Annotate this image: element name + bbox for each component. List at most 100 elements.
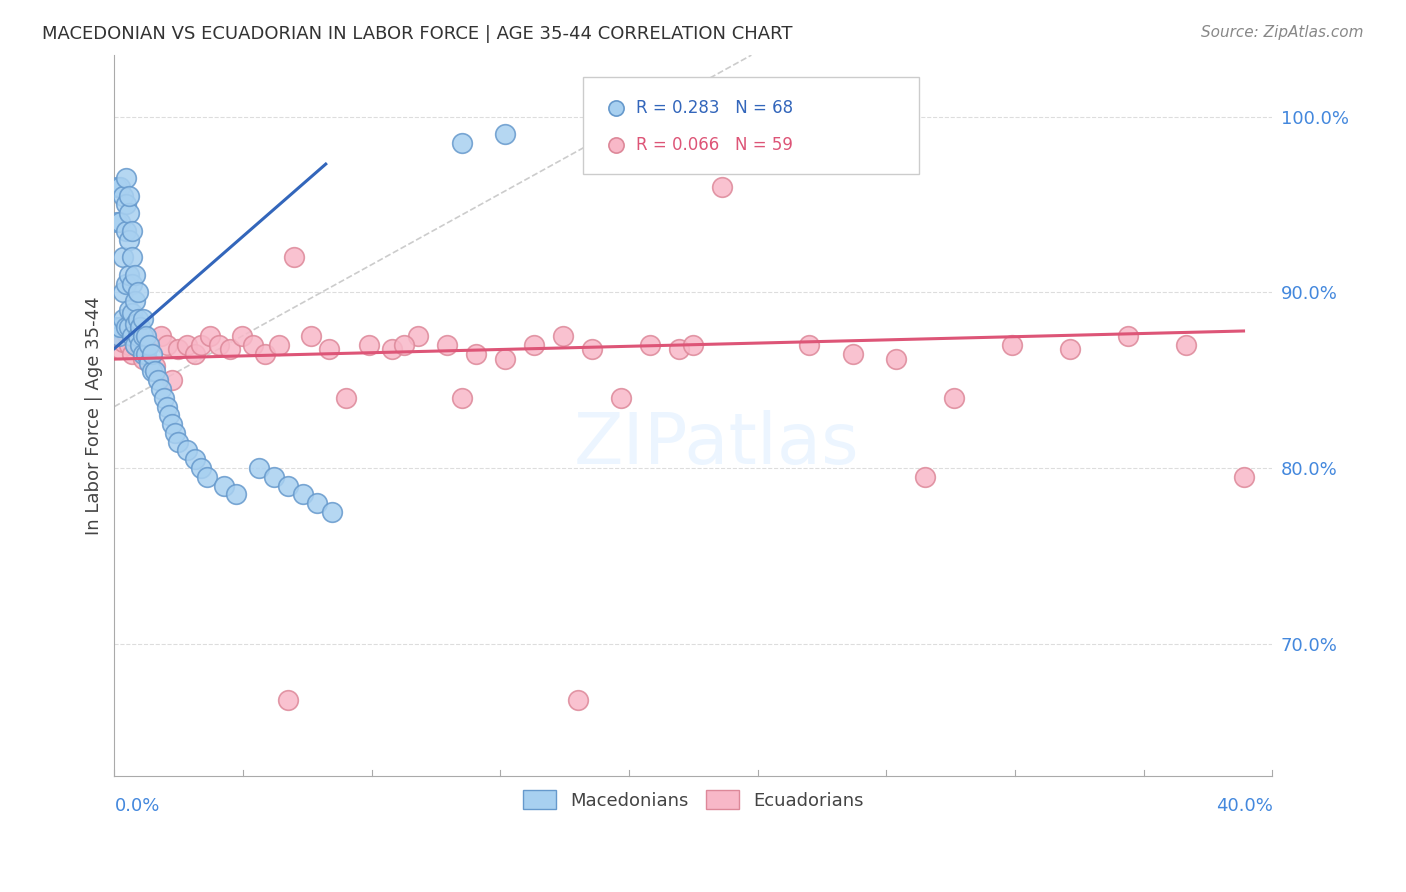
Point — [321, 505, 343, 519]
Point — [138, 356, 160, 370]
Point — [165, 425, 187, 440]
Point — [146, 373, 169, 387]
Point — [129, 338, 152, 352]
Point — [108, 342, 131, 356]
Point — [124, 268, 146, 282]
Point — [118, 188, 141, 202]
Text: Source: ZipAtlas.com: Source: ZipAtlas.com — [1201, 25, 1364, 40]
Text: 40.0%: 40.0% — [1216, 797, 1272, 814]
Point — [121, 250, 143, 264]
Point — [127, 329, 149, 343]
Point — [105, 329, 128, 343]
Point — [711, 180, 734, 194]
Text: ZIPatlas: ZIPatlas — [574, 409, 859, 479]
Point — [143, 359, 166, 373]
Point — [610, 391, 633, 405]
Point — [277, 478, 299, 492]
Point — [1357, 238, 1379, 252]
Point — [141, 347, 163, 361]
Point — [231, 329, 253, 343]
Point — [115, 277, 138, 291]
Point — [138, 338, 160, 352]
Point — [115, 320, 138, 334]
Point — [167, 434, 190, 449]
Point — [299, 329, 322, 343]
Text: R = 0.283   N = 68: R = 0.283 N = 68 — [636, 99, 793, 117]
Point — [567, 693, 589, 707]
Point — [381, 342, 404, 356]
Point — [799, 338, 821, 352]
Point — [132, 329, 155, 343]
Point — [162, 373, 184, 387]
Point — [167, 342, 190, 356]
Point — [115, 326, 138, 340]
Point — [494, 352, 516, 367]
Point — [318, 342, 340, 356]
Point — [155, 400, 177, 414]
Point — [132, 347, 155, 361]
Point — [523, 338, 546, 352]
Point — [108, 180, 131, 194]
Point — [124, 338, 146, 352]
Point — [277, 693, 299, 707]
Text: 0.0%: 0.0% — [114, 797, 160, 814]
Point — [104, 320, 127, 334]
Point — [841, 347, 863, 361]
Point — [127, 285, 149, 300]
Text: R = 0.066   N = 59: R = 0.066 N = 59 — [636, 136, 793, 154]
Point — [112, 250, 135, 264]
Point — [115, 224, 138, 238]
Point — [291, 487, 314, 501]
Point — [884, 352, 907, 367]
Point — [1001, 338, 1024, 352]
Point — [112, 188, 135, 202]
Point — [225, 487, 247, 501]
Point — [105, 215, 128, 229]
Point — [668, 342, 690, 356]
Point — [190, 461, 212, 475]
Text: MACEDONIAN VS ECUADORIAN IN LABOR FORCE | AGE 35-44 CORRELATION CHART: MACEDONIAN VS ECUADORIAN IN LABOR FORCE … — [42, 25, 793, 43]
Point — [118, 302, 141, 317]
Point — [127, 329, 149, 343]
Point — [121, 306, 143, 320]
Point — [129, 320, 152, 334]
Point — [129, 342, 152, 356]
Point — [127, 311, 149, 326]
Point — [307, 496, 329, 510]
Point — [118, 268, 141, 282]
Point — [359, 338, 381, 352]
Point — [283, 250, 305, 264]
Point — [195, 470, 218, 484]
Point — [118, 338, 141, 352]
Point — [121, 329, 143, 343]
Point — [141, 364, 163, 378]
Point — [581, 342, 603, 356]
Point — [112, 334, 135, 349]
Point — [124, 338, 146, 352]
Point — [108, 215, 131, 229]
Point — [124, 294, 146, 309]
Point — [450, 391, 472, 405]
Point — [132, 311, 155, 326]
Point — [135, 347, 157, 361]
Point — [214, 478, 236, 492]
Point — [107, 329, 129, 343]
Point — [121, 277, 143, 291]
Point — [914, 470, 936, 484]
Y-axis label: In Labor Force | Age 35-44: In Labor Force | Age 35-44 — [86, 296, 103, 534]
Point — [494, 127, 516, 141]
Point — [1174, 338, 1197, 352]
Point — [118, 233, 141, 247]
Point — [118, 320, 141, 334]
Point — [253, 347, 276, 361]
Point — [198, 329, 221, 343]
Point — [138, 338, 160, 352]
Point — [184, 347, 207, 361]
FancyBboxPatch shape — [583, 77, 920, 174]
Point — [1357, 329, 1379, 343]
Point — [121, 347, 143, 361]
Point — [149, 382, 172, 396]
Point — [105, 180, 128, 194]
Point — [143, 364, 166, 378]
Point — [118, 206, 141, 220]
